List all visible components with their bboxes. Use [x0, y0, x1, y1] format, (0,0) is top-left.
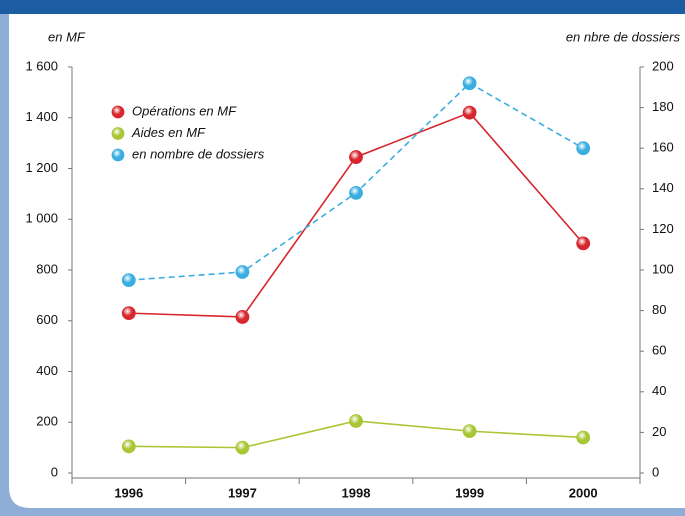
- header-band: [0, 0, 685, 14]
- data-point: [349, 150, 363, 164]
- legend-marker: [111, 148, 125, 162]
- legend-marker: [111, 105, 125, 119]
- data-point: [349, 185, 363, 200]
- y2-tick-label: 80: [652, 302, 666, 317]
- x-tick-label: 1998: [342, 485, 371, 500]
- y-axis-label: en MF: [48, 29, 86, 44]
- x-tick-label: 1997: [228, 485, 257, 500]
- y2-tick-label: 140: [652, 180, 674, 195]
- y-tick-label: 0: [51, 464, 58, 479]
- legend-label: Opérations en MF: [132, 103, 237, 118]
- legend-label: en nombre de dossiers: [132, 146, 265, 161]
- y-tick-label: 400: [36, 363, 58, 378]
- data-point: [235, 265, 250, 279]
- y2-tick-label: 100: [652, 261, 674, 276]
- data-point: [462, 105, 477, 120]
- legend-marker: [111, 127, 125, 140]
- y-tick-label: 1 200: [25, 160, 58, 175]
- y2-tick-label: 0: [652, 464, 659, 479]
- y-tick-label: 1 000: [25, 211, 58, 226]
- data-point: [576, 141, 591, 156]
- x-tick-label: 1996: [114, 485, 143, 500]
- y2-tick-label: 120: [652, 221, 674, 236]
- y2-tick-label: 200: [652, 58, 674, 73]
- y2-axis-label: en nbre de dossiers: [566, 29, 681, 44]
- y-tick-label: 200: [36, 414, 58, 429]
- x-tick-label: 2000: [569, 485, 598, 500]
- data-point: [576, 430, 591, 445]
- data-point: [121, 439, 136, 454]
- y-tick-label: 600: [36, 312, 58, 327]
- y2-tick-label: 180: [652, 99, 674, 114]
- y2-tick-label: 40: [652, 383, 666, 398]
- data-point: [462, 424, 477, 439]
- data-point: [462, 76, 477, 91]
- data-point: [349, 414, 363, 428]
- y2-tick-label: 60: [652, 343, 666, 358]
- y2-tick-label: 20: [652, 424, 666, 439]
- legend-label: Aides en MF: [131, 125, 206, 140]
- data-point: [121, 306, 136, 321]
- data-point: [235, 440, 250, 455]
- data-point: [121, 273, 136, 288]
- plot-background: [9, 14, 685, 508]
- y-tick-label: 1 600: [25, 58, 58, 73]
- x-tick-label: 1999: [455, 485, 484, 500]
- data-point: [576, 236, 591, 251]
- y2-tick-label: 160: [652, 140, 674, 155]
- data-point: [235, 310, 250, 324]
- y-tick-label: 800: [36, 261, 58, 276]
- y-tick-label: 1 400: [25, 109, 58, 124]
